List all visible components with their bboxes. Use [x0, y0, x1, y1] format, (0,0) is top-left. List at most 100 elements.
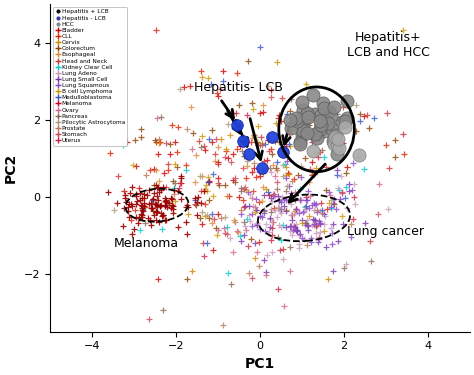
Point: [313, 209, 321, 214]
Point: [171, 139, 179, 145]
Point: [339, 104, 346, 110]
Point: [306, 205, 313, 211]
Point: [263, 157, 271, 163]
Point: [153, 209, 161, 215]
Point: [119, 223, 127, 229]
Point: [226, 235, 234, 241]
Point: [335, 136, 342, 142]
Point: [213, 232, 220, 238]
Point: [341, 124, 348, 130]
Point: [113, 200, 121, 206]
Point: [260, 158, 268, 164]
Point: [308, 202, 316, 208]
Point: [276, 209, 284, 214]
Point: [201, 186, 209, 192]
Point: [293, 118, 301, 124]
Point: [308, 235, 315, 241]
Point: [323, 206, 330, 212]
Point: [138, 203, 146, 209]
Point: [141, 200, 148, 206]
Point: [267, 146, 274, 152]
Point: [129, 162, 137, 168]
Point: [391, 154, 398, 160]
Point: [235, 194, 242, 200]
Point: [252, 196, 260, 202]
Point: [273, 214, 281, 220]
Point: [259, 170, 267, 176]
Point: [187, 105, 194, 111]
Point: [267, 237, 274, 243]
Point: [342, 170, 350, 176]
Point: [197, 68, 205, 74]
Point: [221, 154, 229, 160]
Point: [209, 171, 216, 177]
Point: [248, 169, 255, 175]
Point: [152, 201, 160, 207]
Point: [133, 191, 140, 197]
Point: [215, 175, 222, 181]
Point: [191, 195, 199, 201]
Point: [354, 154, 361, 160]
Point: [191, 201, 199, 207]
Point: [260, 207, 268, 213]
Point: [171, 188, 178, 194]
Point: [282, 197, 290, 203]
Point: [248, 195, 256, 201]
Point: [155, 136, 163, 142]
Point: [329, 138, 337, 144]
Point: [362, 220, 369, 226]
Point: [147, 200, 155, 206]
Point: [200, 143, 208, 149]
Point: [120, 188, 128, 194]
Point: [220, 225, 228, 231]
Point: [316, 118, 323, 124]
Point: [300, 208, 308, 214]
Point: [133, 198, 140, 204]
Point: [334, 185, 342, 191]
Text: Lung cancer: Lung cancer: [347, 225, 424, 238]
Point: [260, 192, 267, 198]
Point: [119, 142, 127, 148]
Point: [231, 179, 239, 185]
Point: [166, 141, 174, 147]
Point: [296, 186, 304, 192]
Point: [280, 256, 287, 262]
Point: [255, 239, 263, 245]
Point: [255, 169, 263, 175]
Point: [282, 143, 290, 149]
Point: [274, 234, 282, 240]
Point: [147, 205, 155, 211]
Point: [249, 106, 257, 112]
Point: [251, 209, 258, 214]
Point: [170, 185, 177, 191]
Point: [242, 175, 249, 181]
Point: [333, 172, 340, 178]
Point: [309, 148, 317, 154]
Point: [283, 164, 290, 170]
Point: [353, 102, 360, 108]
Point: [275, 204, 283, 210]
Point: [330, 141, 337, 147]
Point: [360, 166, 368, 172]
Point: [261, 210, 268, 216]
Point: [339, 222, 346, 228]
Point: [233, 146, 241, 152]
Point: [316, 220, 323, 226]
Point: [325, 120, 332, 126]
Point: [302, 197, 310, 203]
Point: [272, 207, 279, 213]
Point: [236, 233, 244, 239]
Point: [244, 243, 252, 249]
Point: [222, 214, 229, 220]
Point: [148, 197, 155, 203]
Point: [328, 205, 335, 211]
Point: [322, 164, 329, 170]
Point: [350, 181, 357, 187]
Point: [183, 276, 191, 282]
Point: [298, 132, 305, 138]
Point: [152, 167, 160, 173]
Point: [127, 216, 135, 222]
Point: [327, 225, 334, 231]
Point: [173, 149, 181, 155]
Point: [209, 247, 217, 253]
